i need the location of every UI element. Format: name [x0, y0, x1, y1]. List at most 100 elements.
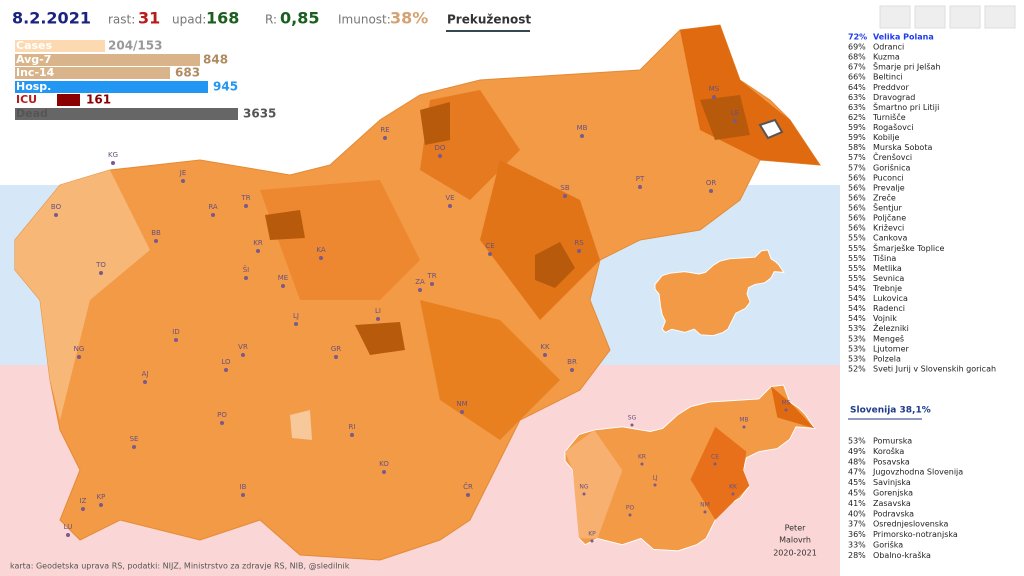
town-dot	[630, 423, 634, 427]
stat-bar	[15, 81, 208, 93]
town-dot	[111, 161, 115, 165]
municipality-name: Mengeš	[873, 333, 904, 343]
municipality-pct: 68%	[848, 53, 866, 62]
town-dot	[81, 507, 85, 511]
town-dot	[638, 185, 642, 189]
municipality-pct: 67%	[848, 63, 866, 72]
window-button[interactable]	[914, 5, 946, 29]
list-panel	[840, 30, 1024, 576]
window-button[interactable]	[949, 5, 981, 29]
town-dot	[350, 433, 354, 437]
map-label: LO	[221, 358, 231, 366]
municipality-name: Rogašovci	[873, 122, 914, 132]
map-label: PO	[626, 505, 635, 512]
stat-label: Inc-14	[16, 66, 55, 79]
municipality-pct: 53%	[848, 324, 866, 333]
municipality-pct: 55%	[848, 244, 866, 253]
map-label: DO	[435, 144, 446, 152]
stat-label: ICU	[16, 93, 37, 106]
municipality-name: Vojnik	[873, 314, 897, 323]
town-dot	[466, 493, 470, 497]
municipality-pct: 69%	[848, 43, 866, 52]
town-dot	[460, 410, 464, 414]
municipality-name: Zreče	[873, 192, 896, 202]
map-label: ŠI	[243, 265, 250, 274]
municipality-pct: 66%	[848, 73, 866, 82]
town-dot	[382, 470, 386, 474]
municipality-pct: 63%	[848, 93, 866, 102]
municipality-pct: 54%	[848, 314, 866, 323]
municipality-pct: 72%	[848, 33, 867, 42]
town-dot	[563, 194, 567, 198]
years: 2020-2021	[773, 549, 817, 558]
municipality-pct: 56%	[848, 183, 866, 192]
town-dot	[143, 380, 147, 384]
map-label: SG	[628, 415, 637, 422]
town-dot	[418, 288, 422, 292]
map-label: VR	[238, 343, 248, 351]
region-pct: 28%	[848, 551, 866, 560]
municipality-pct: 59%	[848, 133, 866, 142]
value: 38%	[390, 9, 428, 28]
municipality-pct: 54%	[848, 284, 866, 293]
map-label: KR	[638, 454, 646, 461]
town-dot	[713, 462, 717, 466]
value: 31	[138, 9, 160, 28]
town-dot	[211, 213, 215, 217]
stat-value: 161	[86, 93, 111, 107]
town-dot	[132, 445, 136, 449]
region-pct: 36%	[848, 530, 866, 539]
stat-bar	[57, 94, 80, 106]
window-button[interactable]	[984, 5, 1016, 29]
region-pct: 40%	[848, 509, 866, 518]
municipality-name: Beltinci	[873, 73, 903, 82]
region-name: Zasavska	[873, 499, 911, 508]
municipality-name: Gorišnica	[873, 162, 910, 172]
region-pct: 49%	[848, 447, 866, 456]
map-label: MS	[709, 85, 720, 93]
town-dot	[54, 213, 58, 217]
municipality-name: Murska Sobota	[873, 143, 932, 152]
municipality-name: Velika Polana	[873, 33, 934, 42]
window-button[interactable]	[879, 5, 911, 29]
region-pct: 47%	[848, 468, 866, 477]
municipality-name: Šentjur	[873, 202, 903, 213]
main-map	[14, 24, 821, 561]
town-dot	[709, 189, 713, 193]
municipality-name: Polzela	[873, 354, 901, 363]
map-label: GR	[331, 345, 341, 353]
button[interactable]: Prekuženost	[447, 13, 531, 27]
town-dot	[334, 355, 338, 359]
municipality-name: Metlika	[873, 264, 902, 273]
town-dot	[784, 408, 788, 412]
value: 168	[206, 9, 239, 28]
map-label: KO	[379, 460, 389, 468]
town-dot	[488, 252, 492, 256]
map-label: ČR	[463, 482, 473, 491]
municipality-pct: 54%	[848, 294, 866, 303]
map-label: OR	[706, 179, 717, 187]
map-label: KP	[97, 493, 106, 501]
municipality-pct: 56%	[848, 173, 866, 182]
label: upad:	[172, 13, 206, 27]
region-pct: 48%	[848, 457, 866, 466]
region-name: Obalno-kraška	[873, 550, 931, 560]
map-label: LJ	[652, 475, 657, 482]
town-dot	[241, 353, 245, 357]
municipality-name: Sevnica	[873, 274, 904, 283]
town-dot	[241, 493, 245, 497]
national-total: Slovenija 38,1%	[850, 406, 931, 416]
town-dot	[582, 492, 586, 496]
town-dot	[703, 510, 707, 514]
town-dot	[742, 425, 746, 429]
town-dot	[174, 338, 178, 342]
town-dot	[244, 276, 248, 280]
town-dot	[376, 317, 380, 321]
stat-value: 3635	[243, 107, 276, 121]
town-dot	[294, 322, 298, 326]
region-pct: 45%	[848, 478, 866, 487]
window-buttons	[879, 5, 1016, 29]
town-dot	[731, 492, 735, 496]
municipality-name: Puconci	[873, 173, 904, 182]
map-label: KP	[588, 531, 596, 538]
